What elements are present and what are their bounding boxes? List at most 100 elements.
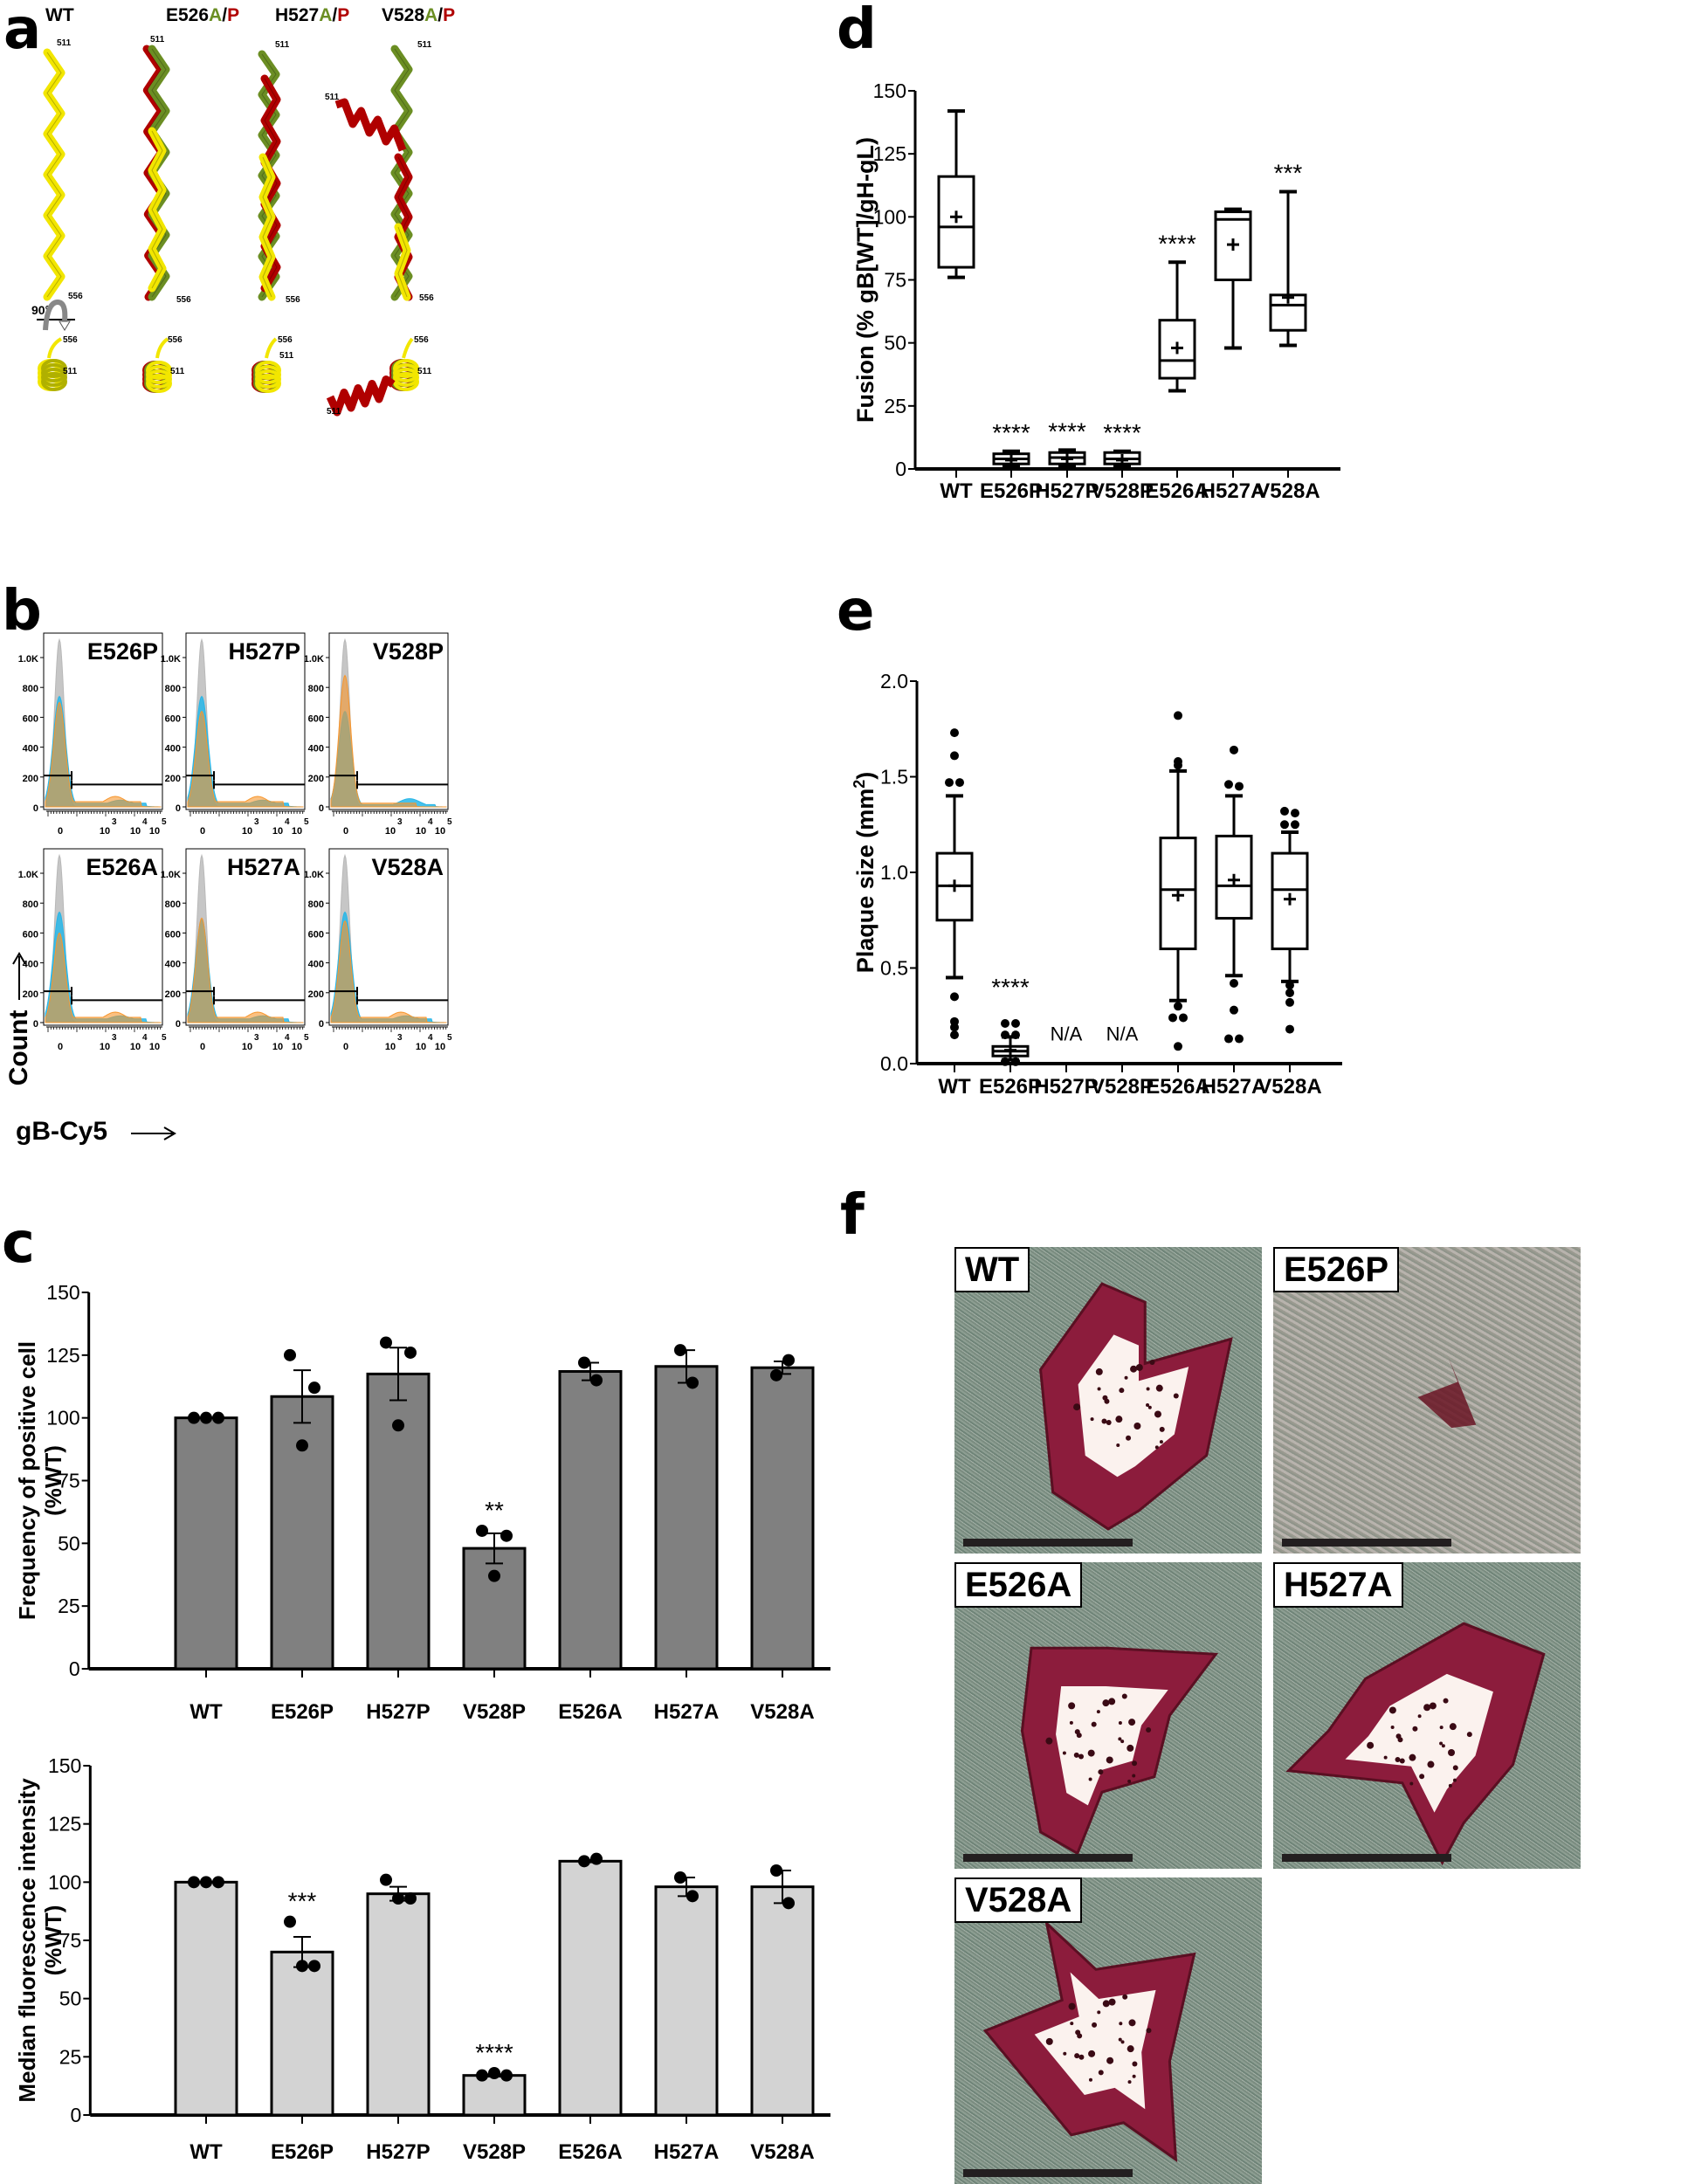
svg-text:3: 3 — [112, 1033, 117, 1043]
panel-a-helices: WT E526A/P H527A/P V528A/P 511 556 511 556 511 55… — [31, 5, 455, 417]
outlier-point — [1285, 981, 1294, 990]
y-tick-label: 200 — [23, 774, 38, 784]
x-tick-label: 0 — [200, 1042, 205, 1052]
category-label: H527P — [366, 2140, 430, 2164]
y-axis-label: Median fluorescence intensity — [14, 1778, 40, 2103]
helix-end-view — [146, 374, 172, 393]
x-tick-label: 10 — [272, 1042, 283, 1052]
histogram-title: E526P — [87, 638, 158, 665]
x-tick-label: 10 — [149, 1042, 160, 1052]
significance-marker: **** — [1103, 419, 1141, 446]
data-point — [488, 1569, 500, 1582]
y-tick-label: 0 — [319, 1019, 324, 1030]
y-tick-label: 125 — [48, 1813, 81, 1836]
x-tick-label: 10 — [130, 826, 141, 837]
panel-a-label: a — [3, 0, 42, 62]
residue-label: 511 — [417, 40, 432, 50]
y-tick-label: 25 — [59, 2045, 82, 2068]
bar-wt — [174, 1416, 238, 1671]
x-tick-label: 10 — [435, 826, 445, 837]
y-tick-label: 0 — [71, 2104, 82, 2126]
residue-label: 511 — [327, 407, 341, 417]
y-tick-label: 200 — [308, 989, 324, 1000]
y-tick-label: 800 — [23, 684, 38, 694]
data-point — [392, 1892, 404, 1905]
category-label: E526A — [558, 2140, 622, 2164]
category-label: E526P — [979, 1075, 1042, 1099]
data-point — [674, 1871, 686, 1884]
y-tick-label: 150 — [873, 79, 906, 102]
category-label: WT — [189, 1700, 223, 1724]
category-label: V528P — [463, 2140, 526, 2164]
panel-f-label: f — [840, 1183, 865, 1248]
y-tick-label: 0 — [895, 458, 906, 480]
y-tick-label: 200 — [23, 989, 38, 1000]
x-tick-label: 0 — [58, 826, 63, 837]
residue-label: 511 — [279, 351, 294, 361]
outlier-point — [1174, 1042, 1182, 1051]
y-tick-label: 600 — [23, 713, 38, 724]
data-point — [476, 2069, 488, 2082]
y-tick-label: 800 — [165, 684, 181, 694]
panel-b-label: b — [2, 579, 42, 644]
scale-bar — [1282, 1854, 1451, 1862]
svg-text:3: 3 — [397, 817, 403, 827]
data-point — [476, 1524, 488, 1537]
plaque-image-v528a: V528A — [954, 1877, 1262, 2184]
box-e526a — [1159, 711, 1197, 1051]
y-tick-label: 1.0K — [161, 654, 181, 665]
data-point — [188, 1876, 200, 1889]
y-tick-label: 125 — [46, 1344, 79, 1367]
category-label: V528P — [463, 1700, 526, 1724]
panel-c-top-chart: 0 25 50 75 100 125 150 WT E526P H527P V528P ** E526A… — [14, 1281, 830, 1724]
data-point — [578, 1855, 590, 1868]
x-tick-label: 10 — [130, 1042, 141, 1052]
box-v528p — [1103, 449, 1141, 469]
y-tick-label: 0.5 — [880, 957, 908, 980]
category-label: V528P — [1091, 479, 1154, 503]
y-tick-label: 400 — [165, 744, 181, 754]
plaque-image-e526a: E526A — [954, 1562, 1262, 1869]
y-tick-label: 1.0K — [304, 870, 324, 880]
rotate-arrow-icon — [43, 299, 68, 331]
panel-c-bottom-chart: 0 25 50 75 100 125 150 WT E526P *** H527P V528P ****… — [14, 1754, 830, 2164]
box-wt — [937, 109, 975, 279]
bar-h527p — [366, 1892, 431, 2117]
outlier-point — [1001, 1057, 1009, 1066]
y-tick-label: 400 — [23, 744, 38, 754]
data-point — [590, 1852, 603, 1865]
y-tick-label: 50 — [58, 1532, 80, 1554]
plaque-image-h527a: H527A — [1273, 1562, 1581, 1869]
bar-e526a — [558, 1370, 623, 1671]
y-tick-label: 200 — [308, 774, 324, 784]
panel-e-label: e — [837, 579, 875, 644]
significance-marker: *** — [288, 1888, 317, 1915]
count-axis-label: Count — [4, 1010, 33, 1086]
svg-text:3: 3 — [254, 1033, 259, 1043]
outlier-point — [950, 751, 959, 761]
outlier-point — [1174, 761, 1182, 770]
y-tick-label: 600 — [308, 929, 324, 940]
svg-text:5: 5 — [304, 817, 309, 827]
scale-bar — [1282, 1539, 1451, 1547]
residue-label: 556 — [278, 335, 293, 345]
helix-ribbon — [148, 127, 167, 293]
helix-column-title: H527A/P — [275, 5, 349, 25]
residue-label: 556 — [419, 293, 434, 303]
y-tick-label: 0 — [176, 1019, 181, 1030]
svg-text:3: 3 — [254, 817, 259, 827]
y-tick-label: 75 — [884, 269, 906, 292]
x-tick-label: 0 — [343, 826, 348, 837]
data-point — [188, 1411, 200, 1424]
data-point — [296, 1960, 308, 1973]
y-tick-label: 150 — [48, 1754, 81, 1777]
outlier-point — [1230, 979, 1238, 989]
x-tick-label: 10 — [385, 1042, 396, 1052]
outlier-point — [1174, 711, 1182, 720]
y-tick-label: 100 — [873, 205, 906, 228]
category-label: WT — [938, 1075, 971, 1099]
histogram-title: V528P — [373, 638, 444, 665]
histogram-title: E526A — [86, 854, 158, 880]
data-point — [380, 1873, 392, 1886]
